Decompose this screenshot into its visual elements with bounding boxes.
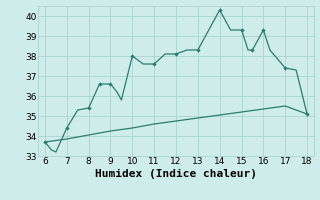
X-axis label: Humidex (Indice chaleur): Humidex (Indice chaleur) — [95, 169, 257, 179]
